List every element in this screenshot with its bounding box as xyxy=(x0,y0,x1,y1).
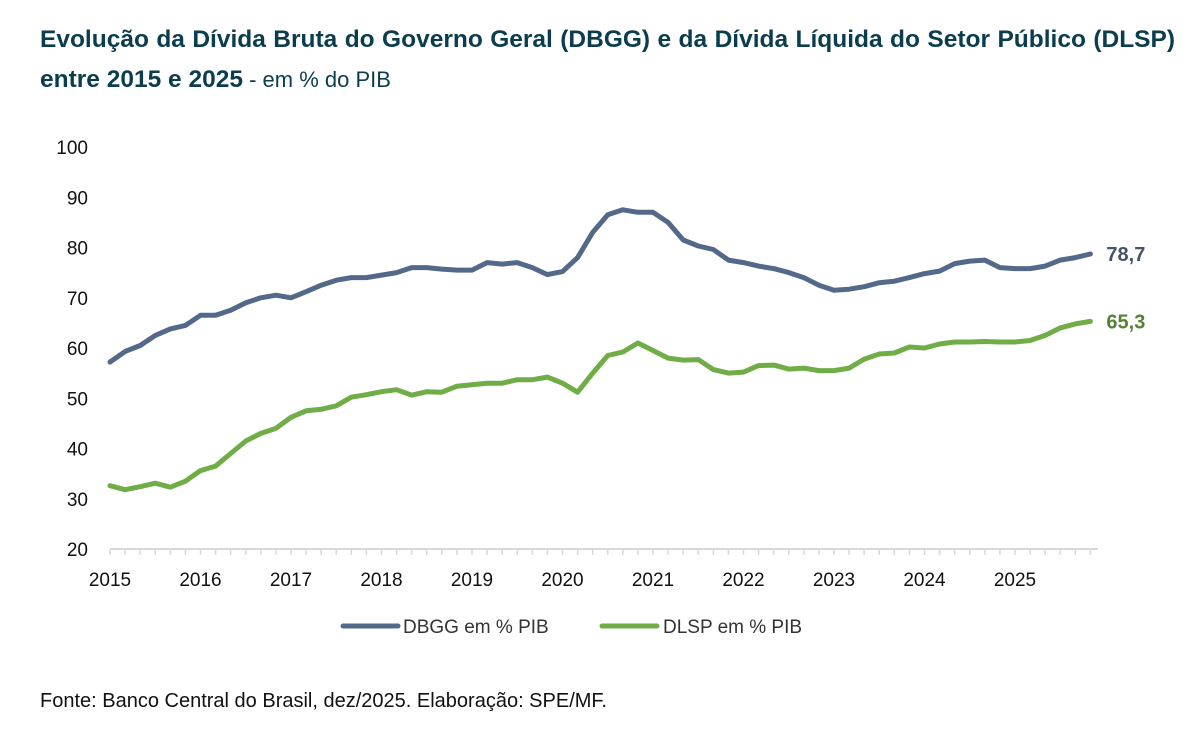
y-tick-label: 100 xyxy=(56,138,88,159)
series-line-dlsp xyxy=(107,318,1093,493)
x-tick-label: 2020 xyxy=(541,570,583,591)
x-tick-label: 2018 xyxy=(360,570,402,591)
y-tick-label: 80 xyxy=(67,239,88,260)
y-axis: 100 90 80 70 60 50 40 30 20 xyxy=(56,138,88,561)
x-tick-label: 2016 xyxy=(179,570,221,591)
source-note: Fonte: Banco Central do Brasil, dez/2025… xyxy=(40,690,607,712)
chart-title: Evolução da Dívida Bruta do Governo Gera… xyxy=(40,20,1175,100)
legend-label: DBGG em % PIB xyxy=(403,617,549,638)
end-value-label: 65,3 xyxy=(1106,311,1145,333)
x-tick-label: 2022 xyxy=(722,570,764,591)
y-tick-label: 70 xyxy=(67,289,88,310)
x-tick-label: 2015 xyxy=(89,570,131,591)
x-tick-label: 2019 xyxy=(451,570,493,591)
y-tick-label: 50 xyxy=(67,389,88,410)
x-tick-label: 2021 xyxy=(632,570,674,591)
legend: DBGG em % PIB DLSP em % PIB xyxy=(340,617,802,638)
x-tick-label: 2025 xyxy=(994,570,1036,591)
y-tick-label: 60 xyxy=(67,339,88,360)
y-tick-label: 90 xyxy=(67,188,88,209)
y-tick-label: 40 xyxy=(67,440,88,461)
x-tick-label: 2023 xyxy=(813,570,855,591)
x-axis: 2015 2016 2017 2018 2019 2020 2021 2022 2023 2024… xyxy=(89,548,1098,591)
x-tick-label: 2024 xyxy=(903,570,946,591)
legend-label: DLSP em % PIB xyxy=(663,617,802,638)
chart-title-suffix: - em % do PIB xyxy=(242,67,391,92)
chart-title-main: Evolução da Dívida Bruta do Governo Gera… xyxy=(40,26,1175,93)
series-lines: 78,7 65,3 xyxy=(107,207,1145,493)
end-value-label: 78,7 xyxy=(1106,244,1145,266)
y-tick-label: 20 xyxy=(67,540,88,561)
y-tick-label: 30 xyxy=(67,490,88,511)
series-line-dbgg xyxy=(107,207,1093,365)
x-tick-label: 2017 xyxy=(270,570,312,591)
